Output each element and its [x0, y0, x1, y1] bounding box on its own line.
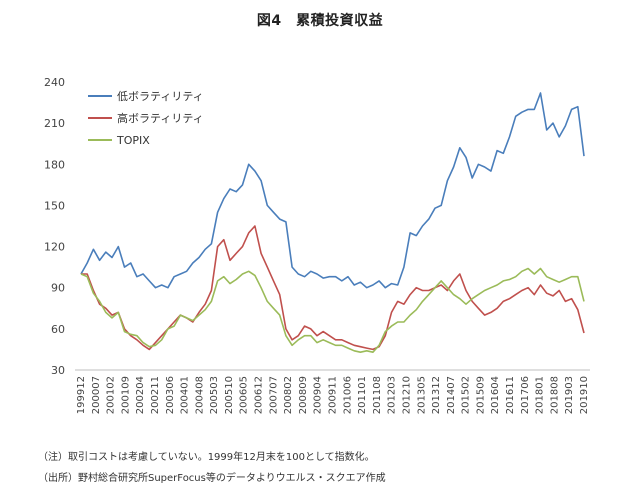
x-axis: 199912 200007 200102 200109 200204 200211 2003… — [76, 376, 590, 414]
x-tick-label: 200911 — [328, 376, 339, 414]
x-tick-label: 201305 — [416, 376, 427, 414]
legend-label: TOPIX — [116, 134, 150, 147]
x-tick-label: 199912 — [76, 376, 87, 414]
x-tick-label: 200109 — [120, 376, 131, 414]
y-tick-label: 30 — [51, 364, 65, 377]
x-tick-label: 201903 — [564, 376, 575, 414]
y-tick-label: 120 — [44, 241, 65, 254]
footnote-source: （出所）野村総合研究所SuperFocus等のデータよりウエルス・スクエア作成 — [38, 473, 386, 484]
legend-label: 高ボラティリティ — [117, 111, 204, 125]
x-tick-label: 201108 — [372, 376, 383, 414]
y-tick-label: 60 — [51, 323, 65, 336]
x-tick-label: 200211 — [150, 376, 161, 414]
x-tick-label: 201706 — [520, 376, 531, 414]
legend-label: 低ボラティリティ — [117, 90, 204, 103]
line-chart: 30 60 90 120 150 180 210 240 199912 200007 200102… — [44, 76, 590, 414]
x-tick-label: 200007 — [91, 376, 102, 414]
x-tick-label: 200306 — [165, 376, 176, 414]
x-tick-label: 201210 — [401, 376, 412, 414]
x-tick-label: 201509 — [475, 376, 486, 414]
x-tick-label: 200612 — [254, 376, 265, 414]
x-tick-label: 201101 — [357, 376, 368, 414]
y-tick-label: 150 — [44, 199, 65, 212]
x-tick-label: 201312 — [431, 376, 442, 414]
x-tick-label: 201910 — [579, 376, 590, 414]
x-tick-label: 200605 — [239, 376, 250, 414]
x-tick-label: 201801 — [535, 376, 546, 414]
y-axis: 30 60 90 120 150 180 210 240 — [44, 76, 65, 377]
x-tick-label: 200707 — [268, 376, 279, 414]
x-tick-label: 200408 — [194, 376, 205, 414]
x-tick-label: 200204 — [135, 376, 146, 414]
series-line-2 — [80, 267, 585, 354]
series-lines — [80, 92, 585, 354]
series-line-1 — [81, 225, 585, 351]
x-tick-label: 200401 — [180, 376, 191, 414]
x-tick-label: 200503 — [209, 376, 220, 414]
x-tick-label: 201808 — [549, 376, 560, 414]
x-tick-label: 201203 — [387, 376, 398, 414]
x-tick-label: 201604 — [490, 376, 501, 414]
chart-title: 図4 累積投資収益 — [256, 13, 384, 29]
y-tick-label: 90 — [51, 282, 65, 295]
x-tick-label: 200102 — [106, 376, 117, 414]
x-tick-label: 201502 — [461, 376, 472, 414]
y-tick-label: 210 — [44, 117, 65, 130]
y-tick-label: 240 — [44, 76, 65, 89]
x-tick-label: 201611 — [505, 376, 516, 414]
x-tick-label: 200809 — [298, 376, 309, 414]
x-tick-label: 201006 — [342, 376, 353, 414]
y-tick-label: 180 — [44, 158, 65, 171]
x-tick-label: 201407 — [446, 376, 457, 414]
series-line-0 — [80, 92, 585, 289]
x-tick-label: 200904 — [313, 376, 324, 414]
x-tick-label: 200510 — [224, 376, 235, 414]
x-tick-label: 200802 — [283, 376, 294, 414]
footnote-note: （注）取引コストは考慮していない。1999年12月末を100として指数化。 — [38, 452, 375, 463]
